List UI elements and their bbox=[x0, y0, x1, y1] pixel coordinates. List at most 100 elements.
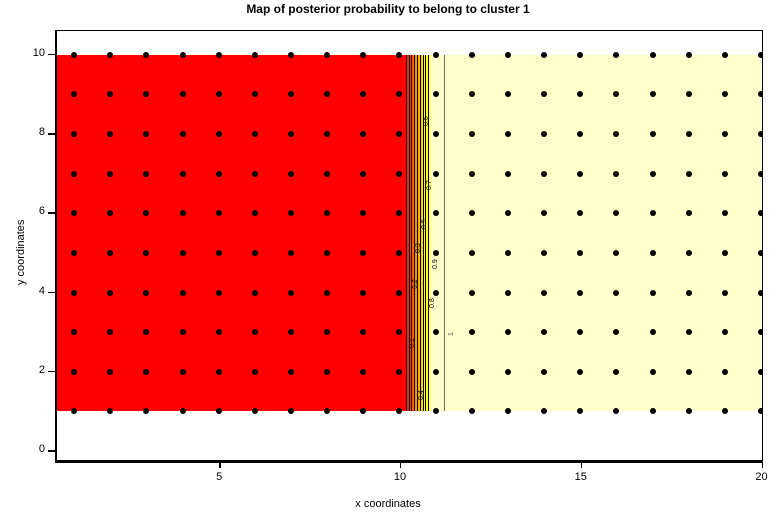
data-point bbox=[613, 131, 620, 138]
data-point bbox=[324, 329, 331, 336]
data-point bbox=[758, 131, 762, 138]
data-point bbox=[215, 408, 222, 415]
data-point bbox=[71, 368, 78, 375]
data-point bbox=[324, 91, 331, 98]
data-point bbox=[541, 329, 548, 336]
data-point bbox=[143, 249, 150, 256]
data-point bbox=[504, 368, 511, 375]
data-point bbox=[721, 289, 728, 296]
data-point bbox=[107, 170, 114, 177]
x-tick bbox=[761, 461, 763, 468]
data-point bbox=[468, 329, 475, 336]
data-point bbox=[396, 408, 403, 415]
data-point bbox=[396, 170, 403, 177]
data-point bbox=[504, 329, 511, 336]
y-tick-label: 4 bbox=[38, 284, 45, 297]
data-point bbox=[396, 51, 403, 58]
data-point bbox=[613, 329, 620, 336]
x-tick-label: 20 bbox=[755, 471, 768, 483]
data-point bbox=[577, 131, 584, 138]
contour-line bbox=[408, 54, 410, 412]
contour-label: 0.2 bbox=[412, 278, 420, 289]
data-point bbox=[324, 289, 331, 296]
data-point bbox=[71, 131, 78, 138]
data-point bbox=[613, 210, 620, 217]
data-point bbox=[685, 289, 692, 296]
data-point bbox=[396, 210, 403, 217]
data-point bbox=[649, 210, 656, 217]
data-point bbox=[649, 289, 656, 296]
data-point bbox=[613, 249, 620, 256]
heatmap-region-other bbox=[433, 54, 761, 412]
data-point bbox=[613, 408, 620, 415]
data-point bbox=[721, 368, 728, 375]
data-point bbox=[215, 131, 222, 138]
data-point bbox=[179, 131, 186, 138]
data-point bbox=[649, 131, 656, 138]
y-tick-label: 0 bbox=[38, 443, 45, 456]
data-point bbox=[360, 329, 367, 336]
data-point bbox=[468, 289, 475, 296]
data-point bbox=[71, 408, 78, 415]
data-point bbox=[179, 368, 186, 375]
data-point bbox=[251, 249, 258, 256]
data-point bbox=[251, 368, 258, 375]
page-title: Map of posterior probability to belong t… bbox=[246, 2, 530, 16]
data-point bbox=[685, 51, 692, 58]
contour-line bbox=[428, 54, 430, 412]
x-tick bbox=[580, 461, 583, 468]
data-point bbox=[649, 91, 656, 98]
heatmap-strip bbox=[412, 54, 415, 412]
data-point bbox=[758, 210, 762, 217]
heatmap-strip bbox=[429, 54, 432, 412]
heatmap-strip bbox=[420, 54, 423, 412]
data-point bbox=[360, 210, 367, 217]
data-point bbox=[215, 51, 222, 58]
data-point bbox=[179, 329, 186, 336]
data-point bbox=[71, 249, 78, 256]
data-point bbox=[432, 170, 439, 177]
data-point bbox=[179, 91, 186, 98]
data-point bbox=[251, 170, 258, 177]
data-point bbox=[504, 91, 511, 98]
data-point bbox=[71, 91, 78, 98]
heatmap-strip bbox=[410, 54, 412, 412]
data-point bbox=[324, 131, 331, 138]
data-point bbox=[251, 51, 258, 58]
data-point bbox=[251, 210, 258, 217]
y-tick bbox=[48, 53, 55, 56]
data-point bbox=[71, 51, 78, 58]
data-point bbox=[71, 210, 78, 217]
y-tick bbox=[48, 212, 55, 214]
y-tick-label: 10 bbox=[32, 46, 45, 59]
data-point bbox=[685, 408, 692, 415]
heatmap-strip bbox=[430, 54, 433, 412]
data-point bbox=[360, 249, 367, 256]
data-point bbox=[251, 289, 258, 296]
data-point bbox=[179, 170, 186, 177]
data-point bbox=[541, 408, 548, 415]
data-point bbox=[324, 51, 331, 58]
data-point bbox=[504, 249, 511, 256]
data-point bbox=[577, 51, 584, 58]
data-point bbox=[324, 408, 331, 415]
data-point bbox=[251, 131, 258, 138]
contour-line bbox=[405, 54, 407, 412]
y-axis-label: y coordinates bbox=[15, 219, 27, 285]
data-point bbox=[360, 131, 367, 138]
data-point bbox=[758, 91, 762, 98]
contour-label: 0.4 bbox=[417, 389, 425, 400]
contour-line bbox=[419, 54, 421, 412]
data-point bbox=[215, 210, 222, 217]
data-point bbox=[577, 368, 584, 375]
data-point bbox=[107, 329, 114, 336]
data-point bbox=[468, 249, 475, 256]
data-point bbox=[758, 368, 762, 375]
data-point bbox=[685, 170, 692, 177]
data-point bbox=[577, 289, 584, 296]
data-point bbox=[215, 329, 222, 336]
contour-label: 0.8 bbox=[428, 298, 436, 309]
data-point bbox=[504, 170, 511, 177]
data-point bbox=[360, 408, 367, 415]
